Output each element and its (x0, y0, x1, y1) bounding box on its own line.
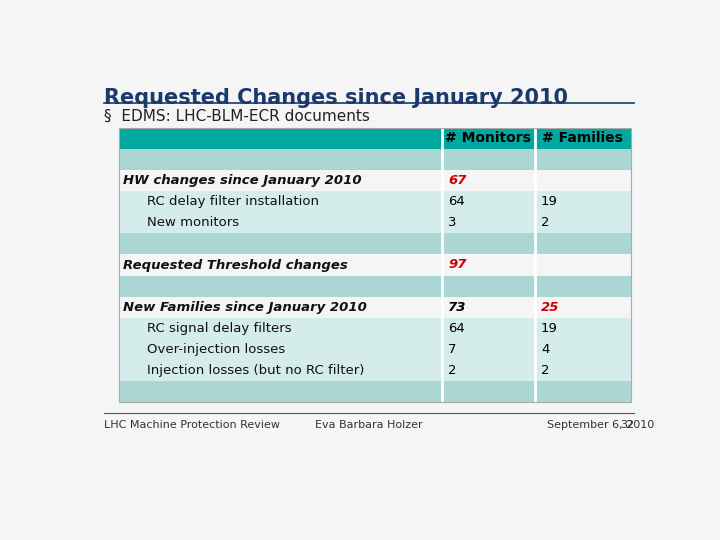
FancyBboxPatch shape (120, 233, 631, 254)
Text: RC delay filter installation: RC delay filter installation (147, 195, 318, 208)
Text: 2: 2 (448, 364, 456, 377)
Text: 25: 25 (541, 301, 559, 314)
FancyBboxPatch shape (120, 275, 631, 296)
FancyBboxPatch shape (120, 212, 631, 233)
Text: LHC Machine Protection Review: LHC Machine Protection Review (104, 420, 280, 430)
FancyBboxPatch shape (120, 170, 631, 191)
Text: HW changes since January 2010: HW changes since January 2010 (123, 174, 362, 187)
FancyBboxPatch shape (120, 381, 631, 402)
Text: 7: 7 (448, 343, 456, 356)
Text: New monitors: New monitors (147, 217, 239, 230)
Text: 4: 4 (541, 343, 549, 356)
Text: New Families since January 2010: New Families since January 2010 (123, 301, 367, 314)
Text: 73: 73 (448, 301, 467, 314)
Text: 64: 64 (448, 322, 465, 335)
Text: 19: 19 (541, 322, 558, 335)
FancyBboxPatch shape (120, 360, 631, 381)
Text: # Families: # Families (542, 131, 624, 145)
Text: 2: 2 (541, 364, 549, 377)
FancyBboxPatch shape (120, 254, 631, 275)
Text: 64: 64 (448, 195, 465, 208)
Text: §  EDMS: LHC-BLM-ECR documents: § EDMS: LHC-BLM-ECR documents (104, 109, 370, 124)
FancyBboxPatch shape (120, 339, 631, 360)
Text: Requested Threshold changes: Requested Threshold changes (123, 259, 348, 272)
Text: 3: 3 (448, 217, 456, 230)
FancyBboxPatch shape (120, 191, 631, 212)
Text: 67: 67 (448, 174, 467, 187)
Text: Over-injection losses: Over-injection losses (147, 343, 285, 356)
FancyBboxPatch shape (120, 149, 631, 170)
Text: September 6, 2010: September 6, 2010 (547, 420, 654, 430)
Text: RC signal delay filters: RC signal delay filters (147, 322, 291, 335)
Text: 19: 19 (541, 195, 558, 208)
Text: Injection losses (but no RC filter): Injection losses (but no RC filter) (147, 364, 364, 377)
FancyBboxPatch shape (120, 128, 631, 149)
FancyBboxPatch shape (120, 318, 631, 339)
Text: 97: 97 (448, 259, 467, 272)
Text: Requested Changes since January 2010: Requested Changes since January 2010 (104, 88, 568, 108)
Text: Eva Barbara Holzer: Eva Barbara Holzer (315, 420, 423, 430)
Text: # Monitors: # Monitors (445, 131, 531, 145)
Text: 2: 2 (541, 217, 549, 230)
FancyBboxPatch shape (120, 296, 631, 318)
Text: 32: 32 (620, 420, 634, 430)
